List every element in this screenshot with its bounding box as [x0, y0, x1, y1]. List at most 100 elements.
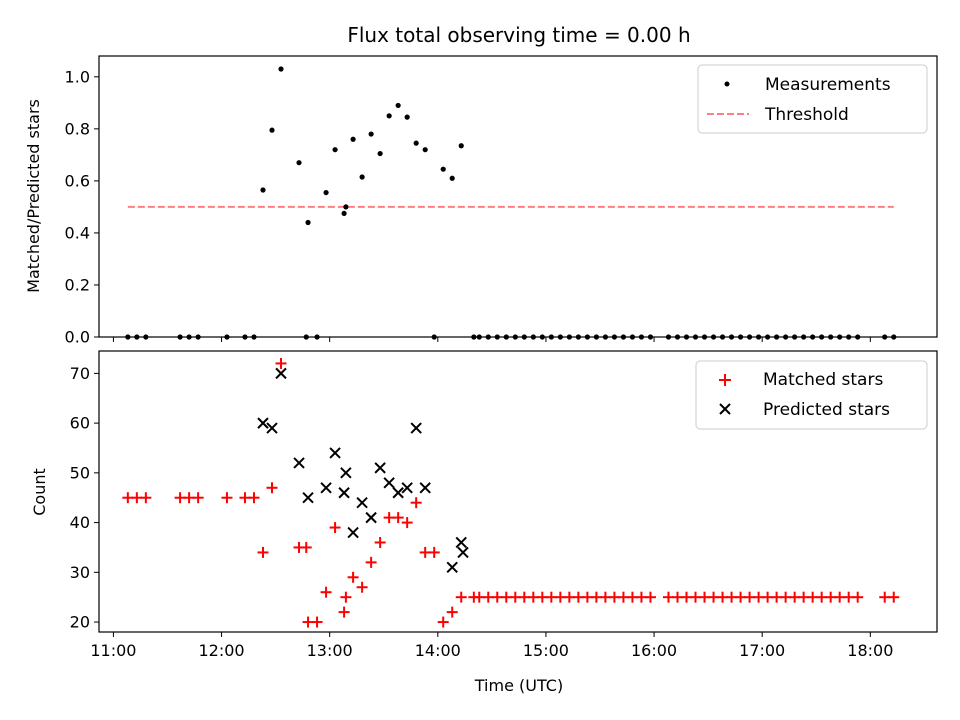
matched-star-point — [338, 606, 350, 618]
measurement-point — [422, 147, 428, 153]
predicted-star-point — [320, 482, 332, 494]
measurement-point — [801, 334, 807, 340]
bottom-plot-area: 20 30 40 50 60 70 11:00 12:00 13:00 14:00 15:00 16:… — [70, 350, 938, 660]
measurement-point — [476, 334, 482, 340]
top-axes-frame — [98, 55, 938, 338]
measurement-point — [449, 175, 455, 181]
measurement-point — [692, 334, 699, 340]
measurement-point — [584, 334, 590, 340]
measurement-point — [404, 114, 410, 120]
measurement-point — [512, 334, 518, 340]
predicted-star-point — [457, 546, 469, 559]
measurement-point — [224, 334, 230, 340]
measurement-point — [431, 334, 437, 340]
measurement-point — [186, 334, 192, 340]
matched-star-point — [266, 482, 278, 494]
measurement-point — [341, 210, 347, 217]
predicted-star-point — [401, 482, 413, 494]
matched-star-point — [300, 541, 312, 553]
predicted-star-point — [266, 422, 278, 434]
measurement-point — [593, 334, 599, 340]
measurement-point — [386, 113, 392, 119]
legend-measurements-label: Measurements — [765, 75, 891, 95]
predicted-star-point — [338, 487, 350, 499]
bottom-x-tick-label: 14:00 — [415, 641, 461, 660]
matched-star-point — [365, 556, 377, 568]
measurement-point — [683, 334, 690, 340]
bottom-x-tick-label: 11:00 — [90, 641, 136, 660]
matched-star-point — [311, 616, 323, 628]
top-y-tick-label: 1.0 — [65, 67, 90, 86]
matched-star-point — [221, 492, 233, 504]
matched-star-point — [347, 571, 359, 583]
matched-star-point — [140, 492, 152, 504]
legend-matched-label: Matched stars — [763, 370, 883, 390]
measurement-point — [503, 334, 509, 340]
measurement-point — [251, 334, 257, 340]
bottom-y-tick-label: 70 — [70, 364, 90, 383]
measurement-point — [665, 334, 672, 340]
predicted-star-point — [455, 536, 467, 549]
top-y-tick-label: 0.0 — [65, 328, 90, 347]
measurement-point — [647, 334, 654, 340]
measurement-point — [710, 334, 717, 340]
predicted-star-point — [365, 511, 377, 524]
bottom-y-tick-label: 50 — [70, 463, 90, 482]
measurement-point — [359, 174, 365, 180]
bottom-y-tick-label: 30 — [70, 563, 90, 582]
measurement-point — [260, 187, 266, 193]
legend-matched-marker — [719, 374, 731, 386]
measurement-point — [314, 334, 320, 340]
predicted-star-point — [392, 487, 404, 499]
measurement-point — [323, 189, 329, 196]
measurement-point — [611, 334, 618, 340]
predicted-star-point — [356, 496, 368, 509]
measurement-point — [177, 334, 183, 340]
bottom-x-tick-label: 13:00 — [307, 641, 353, 660]
predicted-star-point — [293, 457, 305, 469]
bottom-legend-box — [695, 360, 928, 430]
measurement-point — [332, 147, 338, 153]
measurement-point — [837, 334, 843, 340]
measurement-point — [494, 334, 500, 340]
measurement-point — [629, 334, 636, 340]
top-y-tick-label: 0.6 — [65, 171, 90, 190]
matched-star-point — [437, 616, 449, 628]
measurement-point — [774, 334, 780, 340]
predicted-star-point — [419, 482, 431, 494]
measurement-point — [674, 334, 681, 340]
matched-star-point — [356, 581, 368, 593]
bottom-x-tick-label: 17:00 — [739, 641, 785, 660]
matched-star-point — [888, 591, 900, 603]
predicted-star-point — [347, 526, 359, 539]
predicted-star-point — [410, 422, 422, 434]
measurement-point — [810, 334, 816, 340]
measurement-point — [440, 166, 446, 172]
measurement-point — [485, 334, 491, 340]
measurement-point — [413, 140, 419, 146]
measurement-point — [701, 334, 708, 340]
measurement-point — [143, 334, 149, 340]
measurement-point — [305, 219, 311, 226]
measurement-point — [575, 334, 581, 340]
bottom-x-tick-label: 15:00 — [523, 641, 569, 660]
bottom-y-tick-label: 20 — [70, 613, 90, 632]
top-y-tick-label: 0.4 — [65, 223, 90, 242]
predicted-star-point — [275, 367, 287, 380]
measurement-point — [882, 334, 888, 340]
top-legend-box — [697, 64, 928, 134]
matched-star-point — [192, 492, 204, 504]
measurement-point — [195, 334, 201, 340]
x-axis-title: Time (UTC) — [474, 676, 563, 695]
matched-star-point — [428, 546, 440, 558]
top-y-tick-label: 0.2 — [65, 275, 90, 294]
legend-threshold-label: Threshold — [764, 105, 849, 125]
matched-star-point — [644, 591, 656, 603]
measurement-point — [891, 334, 897, 340]
measurement-point — [521, 334, 527, 340]
measurement-point — [764, 334, 771, 340]
measurement-point — [557, 334, 563, 340]
measurement-point — [368, 131, 374, 137]
predicted-star-point — [383, 477, 395, 489]
